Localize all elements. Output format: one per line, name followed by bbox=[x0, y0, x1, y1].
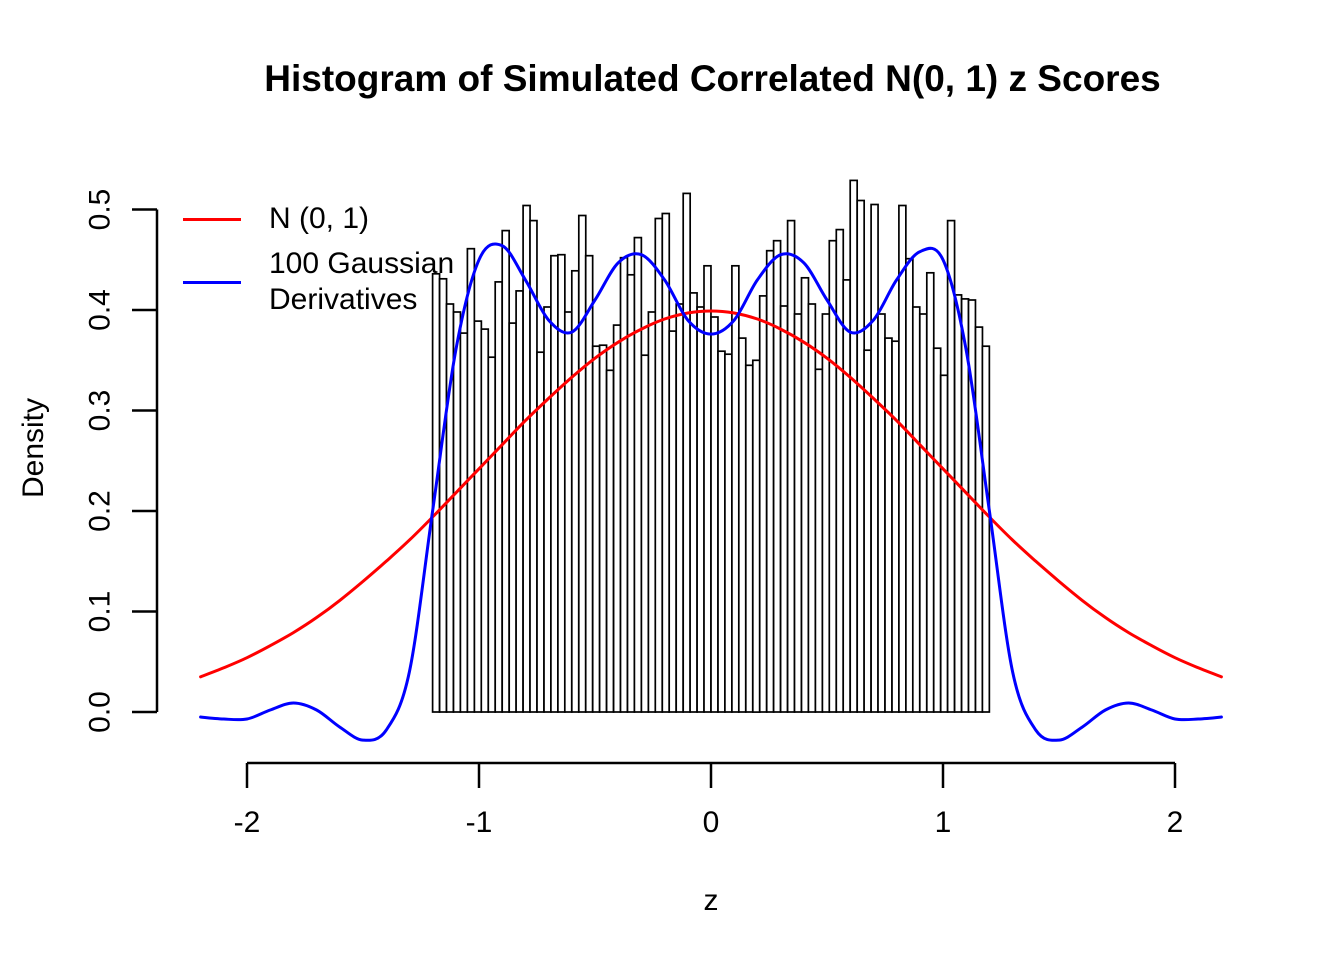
y-axis-title: Density bbox=[17, 397, 50, 499]
histogram-bar bbox=[737, 337, 747, 713]
histogram-bar bbox=[807, 303, 817, 713]
histogram-bar bbox=[626, 273, 636, 713]
histogram-bar bbox=[675, 303, 685, 713]
histogram-bar bbox=[870, 203, 879, 713]
legend-swatch-1 bbox=[183, 280, 241, 284]
histogram-bar bbox=[786, 219, 796, 713]
histogram-bar bbox=[438, 277, 448, 713]
histogram-bar bbox=[598, 344, 608, 713]
legend: N (0, 1) 100 Gaussian Derivatives bbox=[183, 201, 454, 318]
histogram-bar bbox=[884, 337, 893, 713]
histogram-bar bbox=[724, 353, 733, 713]
legend-swatch-0 bbox=[183, 217, 241, 221]
histogram-bar bbox=[689, 292, 698, 713]
histogram-bar bbox=[515, 290, 524, 713]
histogram-bar bbox=[682, 192, 692, 713]
histogram-bar bbox=[696, 306, 705, 713]
histogram-bar bbox=[898, 204, 907, 713]
y-tick-label: 0.1 bbox=[84, 591, 117, 633]
histogram-bar bbox=[835, 228, 845, 713]
y-tick-label: 0.4 bbox=[84, 289, 117, 331]
histogram-bar bbox=[557, 253, 566, 713]
legend-label-derivatives: 100 Gaussian Derivatives bbox=[269, 247, 455, 316]
histogram-bar bbox=[765, 249, 775, 713]
histogram-bar bbox=[905, 257, 914, 713]
y-tick-label: 0.0 bbox=[84, 691, 117, 733]
histogram-bar bbox=[591, 345, 601, 713]
histogram-bar bbox=[877, 313, 886, 713]
legend-entry-derivatives: 100 Gaussian Derivatives bbox=[183, 246, 454, 318]
x-tick-label: 1 bbox=[935, 806, 952, 839]
histogram-bar bbox=[925, 271, 935, 713]
histogram-bar bbox=[501, 229, 511, 713]
normal-curve bbox=[199, 309, 1223, 679]
histogram-bar bbox=[633, 236, 643, 713]
histogram-bar bbox=[751, 359, 761, 713]
histogram-bar bbox=[911, 306, 921, 713]
histogram-bar bbox=[647, 311, 657, 713]
histogram-bar bbox=[974, 326, 984, 713]
histogram-bar bbox=[459, 332, 469, 713]
x-tick-label: 2 bbox=[1167, 806, 1184, 839]
histogram-bar bbox=[932, 347, 942, 713]
histogram-bar bbox=[570, 269, 580, 713]
histogram-bar bbox=[744, 364, 754, 713]
derivatives-curve bbox=[199, 242, 1223, 742]
histogram-bar bbox=[772, 239, 782, 713]
histogram-bar bbox=[918, 313, 928, 713]
histogram-bar bbox=[543, 306, 552, 713]
x-tick-label: -2 bbox=[234, 806, 261, 839]
histogram-bar bbox=[842, 279, 852, 713]
histogram-bar bbox=[856, 199, 866, 713]
legend-label-normal: N (0, 1) bbox=[269, 202, 370, 235]
legend-entry-normal: N (0, 1) bbox=[183, 201, 454, 237]
chart-title: Histogram of Simulated Correlated N(0, 1… bbox=[264, 58, 1161, 99]
histogram-bar bbox=[577, 214, 587, 713]
y-tick-label: 0.2 bbox=[84, 490, 117, 532]
y-tick-label: 0.5 bbox=[84, 189, 117, 231]
histogram-bar bbox=[494, 281, 504, 713]
histogram-bar bbox=[731, 264, 740, 713]
y-tick-label: 0.3 bbox=[84, 390, 117, 432]
histogram-bar bbox=[717, 350, 726, 713]
histogram-bar bbox=[480, 328, 490, 713]
histogram-bar bbox=[758, 295, 768, 713]
histogram-bar bbox=[473, 320, 483, 713]
histogram-bar bbox=[981, 345, 991, 713]
histogram-bar bbox=[640, 354, 650, 713]
histogram-bar bbox=[814, 368, 824, 713]
histogram-bar bbox=[563, 311, 573, 713]
histogram-bar bbox=[779, 305, 789, 713]
histogram-bar bbox=[891, 340, 900, 713]
histogram-bar bbox=[793, 313, 803, 713]
histogram-bar bbox=[584, 254, 594, 713]
histogram-bar bbox=[863, 349, 872, 713]
histogram-bar bbox=[953, 294, 963, 713]
histogram-bar bbox=[821, 313, 831, 713]
x-tick-label: -1 bbox=[466, 806, 493, 839]
histogram-bar bbox=[619, 256, 629, 713]
histogram-bar bbox=[452, 311, 462, 713]
histogram-bar bbox=[487, 356, 497, 713]
histogram-bar bbox=[668, 330, 678, 713]
histogram-bar bbox=[710, 316, 719, 713]
x-axis-title: z bbox=[703, 884, 719, 917]
histogram-bar bbox=[508, 322, 518, 713]
histogram-bar bbox=[849, 179, 859, 713]
histogram-bar bbox=[939, 374, 949, 713]
histogram-bar bbox=[612, 324, 622, 713]
histogram-bar bbox=[605, 369, 615, 713]
histogram-bar bbox=[654, 217, 664, 713]
x-tick-label: 0 bbox=[703, 806, 720, 839]
